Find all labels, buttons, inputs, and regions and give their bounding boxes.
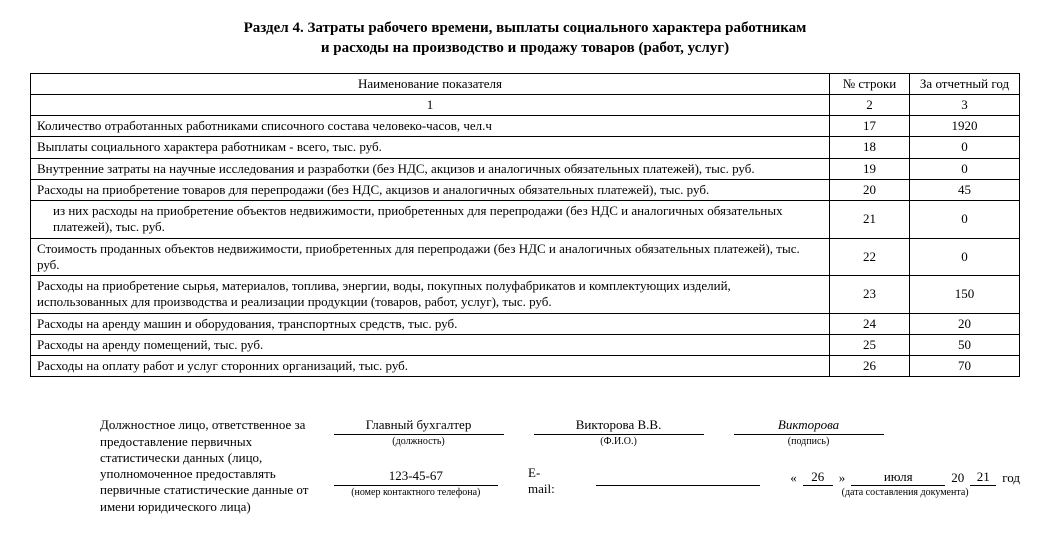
cell-value: 20 [910,313,1020,334]
date-open-quote: « [790,470,797,486]
date-field: « 26 » июля 20 21 год (дата составления … [790,469,1020,498]
cell-row-number: 23 [830,276,910,314]
signature-value: Викторова [734,417,884,435]
fio-value: Викторова В.В. [534,417,704,435]
table-row: Расходы на аренду помещений, тыс. руб.25… [31,334,1020,355]
fio-caption: (Ф.И.О.) [534,436,704,447]
cell-name: Стоимость проданных объектов недвижимост… [31,238,830,276]
cell-row-number: 19 [830,158,910,179]
phone-caption: (номер контактного телефона) [334,487,498,498]
signature-caption: (подпись) [734,436,884,447]
email-field [596,468,760,498]
cell-value: 0 [910,238,1020,276]
colnum-3: 3 [910,94,1020,115]
responsible-person-label: Должностное лицо, ответственное за предо… [30,417,314,515]
date-yy: 21 [970,469,996,486]
cell-value: 0 [910,137,1020,158]
cell-row-number: 17 [830,116,910,137]
cell-value: 150 [910,276,1020,314]
date-close-quote: » [839,470,846,486]
cell-value: 1920 [910,116,1020,137]
header-row-number: № строки [830,73,910,94]
cell-value: 45 [910,179,1020,200]
date-day: 26 [803,469,833,486]
costs-table: Наименование показателя № строки За отче… [30,73,1020,378]
cell-row-number: 25 [830,334,910,355]
position-value: Главный бухгалтер [334,417,504,435]
phone-value: 123-45-67 [334,468,498,486]
title-line-2: и расходы на производство и продажу това… [321,40,729,56]
signature-block: Должностное лицо, ответственное за предо… [30,417,1020,515]
table-row: Выплаты социального характера работникам… [31,137,1020,158]
cell-name: Количество отработанных работниками спис… [31,116,830,137]
table-body: Количество отработанных работниками спис… [31,116,1020,377]
cell-name: Расходы на аренду помещений, тыс. руб. [31,334,830,355]
table-row: Расходы на приобретение сырья, материало… [31,276,1020,314]
cell-name: Расходы на оплату работ и услуг сторонни… [31,356,830,377]
date-year-word: год [1002,470,1020,486]
table-row: Расходы на аренду машин и оборудования, … [31,313,1020,334]
email-caption [596,487,760,498]
table-row: Количество отработанных работниками спис… [31,116,1020,137]
position-field: Главный бухгалтер (должность) [334,417,504,447]
table-header-row: Наименование показателя № строки За отче… [31,73,1020,94]
date-month: июля [851,469,945,486]
table-row: Внутренние затраты на научные исследован… [31,158,1020,179]
cell-name: Расходы на аренду машин и оборудования, … [31,313,830,334]
email-label: E-mail: [528,465,566,498]
fio-field: Викторова В.В. (Ф.И.О.) [534,417,704,447]
cell-row-number: 20 [830,179,910,200]
colnum-1: 1 [31,94,830,115]
cell-row-number: 24 [830,313,910,334]
signature-field: Викторова (подпись) [734,417,884,447]
cell-row-number: 21 [830,201,910,239]
cell-row-number: 18 [830,137,910,158]
cell-row-number: 26 [830,356,910,377]
cell-value: 50 [910,334,1020,355]
table-row: из них расходы на приобретение объектов … [31,201,1020,239]
header-name: Наименование показателя [31,73,830,94]
cell-name: Внутренние затраты на научные исследован… [31,158,830,179]
cell-name: Выплаты социального характера работникам… [31,137,830,158]
table-row: Расходы на оплату работ и услуг сторонни… [31,356,1020,377]
header-value: За отчетный год [910,73,1020,94]
email-value [596,468,760,486]
section-title: Раздел 4. Затраты рабочего времени, выпл… [55,18,995,59]
cell-name: из них расходы на приобретение объектов … [31,201,830,239]
cell-value: 0 [910,158,1020,179]
cell-value: 70 [910,356,1020,377]
table-number-row: 1 2 3 [31,94,1020,115]
phone-field: 123-45-67 (номер контактного телефона) [334,468,498,498]
title-line-1: Раздел 4. Затраты рабочего времени, выпл… [244,20,807,36]
cell-name: Расходы на приобретение товаров для пере… [31,179,830,200]
table-row: Расходы на приобретение товаров для пере… [31,179,1020,200]
date-century: 20 [951,470,964,486]
table-row: Стоимость проданных объектов недвижимост… [31,238,1020,276]
date-caption: (дата составления документа) [790,487,1020,498]
colnum-2: 2 [830,94,910,115]
position-caption: (должность) [334,436,504,447]
cell-row-number: 22 [830,238,910,276]
cell-value: 0 [910,201,1020,239]
cell-name: Расходы на приобретение сырья, материало… [31,276,830,314]
